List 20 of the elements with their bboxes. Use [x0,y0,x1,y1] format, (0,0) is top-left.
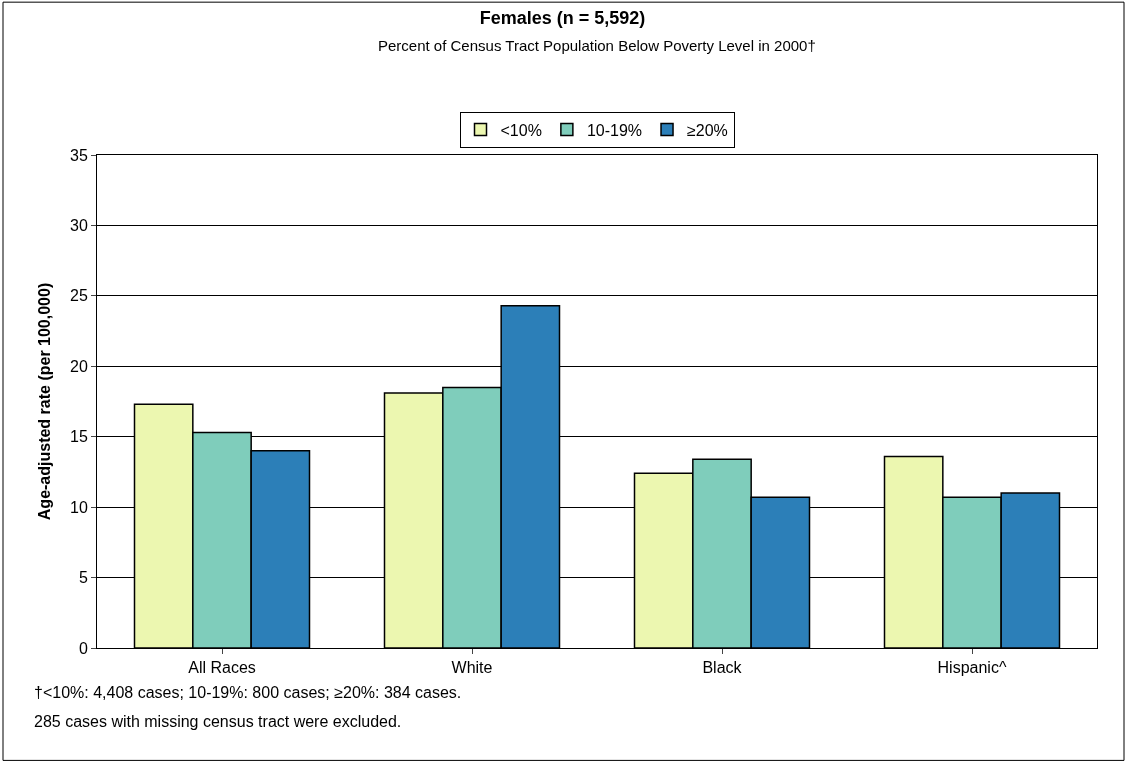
y-tick-label: 30 [70,217,88,235]
text: 285 cases with missing census tract were excluded. [34,713,402,730]
y-tick-label: 25 [70,287,88,305]
y-tick-label: 15 [70,428,88,446]
x-tick-label: White [451,659,493,677]
y-tick-label: 0 [78,639,88,657]
y-tick-label: 5 [78,569,88,587]
legend-label: <10% [500,121,542,139]
y-axis-title: Age-adjusted rate (per 100,000) [35,282,53,521]
chart-title: Females (n = 5,592) [479,8,646,29]
y-tick-label: 10 [70,498,88,516]
legend-label: 10-19% [586,121,643,139]
y-tick-label: 35 [70,146,88,164]
x-tick-label: All Races [188,659,256,677]
x-tick-label: Hispanic^ [937,659,1007,677]
chart-subtitle: Percent of Census Tract Population Below Poverty Level in 2000† [378,37,816,54]
legend-label: ≥20% [687,121,728,139]
x-tick-label: Black [702,659,743,677]
text: †<10%: 4,408 cases; 10-19%: 800 cases; ≥20%: 384 cases. [34,684,462,701]
y-tick-label: 20 [70,357,88,375]
